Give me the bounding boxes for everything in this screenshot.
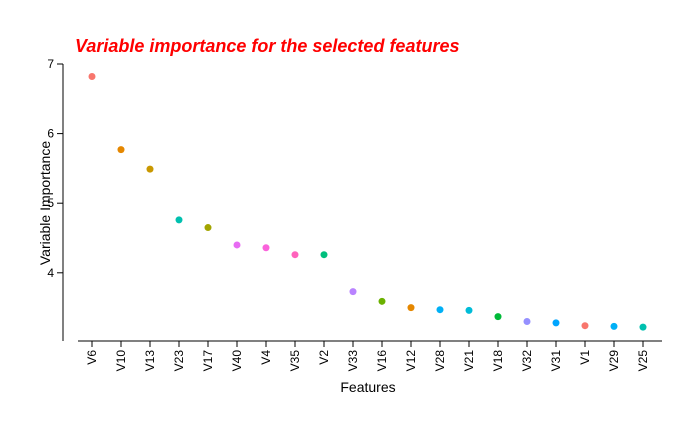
data-point-v23: [175, 216, 183, 224]
y-tick-label: 7: [47, 57, 54, 71]
data-point-v32: [523, 318, 531, 326]
data-point-v6: [88, 73, 96, 81]
data-point-v12: [407, 304, 415, 312]
x-axis-label: Features: [340, 379, 395, 395]
x-tick-label: V2: [317, 350, 331, 365]
x-tick-label: V33: [346, 350, 360, 372]
x-tick-label: V16: [375, 350, 389, 372]
data-point-v29: [610, 322, 618, 330]
x-tick-label: V6: [85, 350, 99, 365]
data-point-v4: [262, 244, 270, 252]
x-ticks: V6 V10 V13 V23 V17 V40 V4 V35 V2 V33 V16 V12 V28 V21 V…: [85, 341, 650, 371]
chart-title: Variable importance for the selected fea…: [75, 36, 459, 56]
x-tick-label: V23: [172, 350, 186, 372]
x-tick-label: V18: [491, 350, 505, 372]
x-tick-label: V12: [404, 350, 418, 372]
x-tick-label: V4: [259, 350, 273, 365]
x-tick-label: V21: [462, 350, 476, 372]
y-tick-label: 5: [47, 196, 54, 210]
x-tick-label: V32: [520, 350, 534, 372]
x-tick-label: V31: [549, 350, 563, 372]
data-point-v31: [552, 319, 560, 327]
y-tick-label: 6: [47, 127, 54, 141]
data-point-v18: [494, 313, 502, 321]
data-point-v10: [117, 146, 125, 154]
data-point-v28: [436, 306, 444, 314]
x-tick-label: V29: [607, 350, 621, 372]
axes: [62, 64, 662, 342]
data-point-v13: [146, 165, 154, 173]
data-point-v40: [233, 241, 241, 249]
data-point-v25: [639, 323, 647, 331]
y-axis-label: Variable Importance: [37, 141, 53, 265]
data-point-v35: [291, 251, 299, 259]
y-tick-label: 4: [47, 266, 54, 280]
data-point-v17: [204, 224, 212, 232]
x-tick-label: V13: [143, 350, 157, 372]
x-tick-label: V40: [230, 350, 244, 372]
x-tick-label: V25: [636, 350, 650, 372]
x-tick-label: V1: [578, 350, 592, 365]
x-tick-label: V17: [201, 350, 215, 372]
data-point-v21: [465, 306, 473, 314]
x-tick-label: V28: [433, 350, 447, 372]
x-tick-label: V10: [114, 350, 128, 372]
data-point-v2: [320, 251, 328, 259]
y-ticks: 4 5 6 7: [47, 57, 63, 280]
x-tick-label: V35: [288, 350, 302, 372]
data-point-v33: [349, 288, 357, 296]
data-points: [88, 73, 647, 331]
data-point-v16: [378, 297, 386, 305]
data-point-v1: [581, 322, 589, 330]
